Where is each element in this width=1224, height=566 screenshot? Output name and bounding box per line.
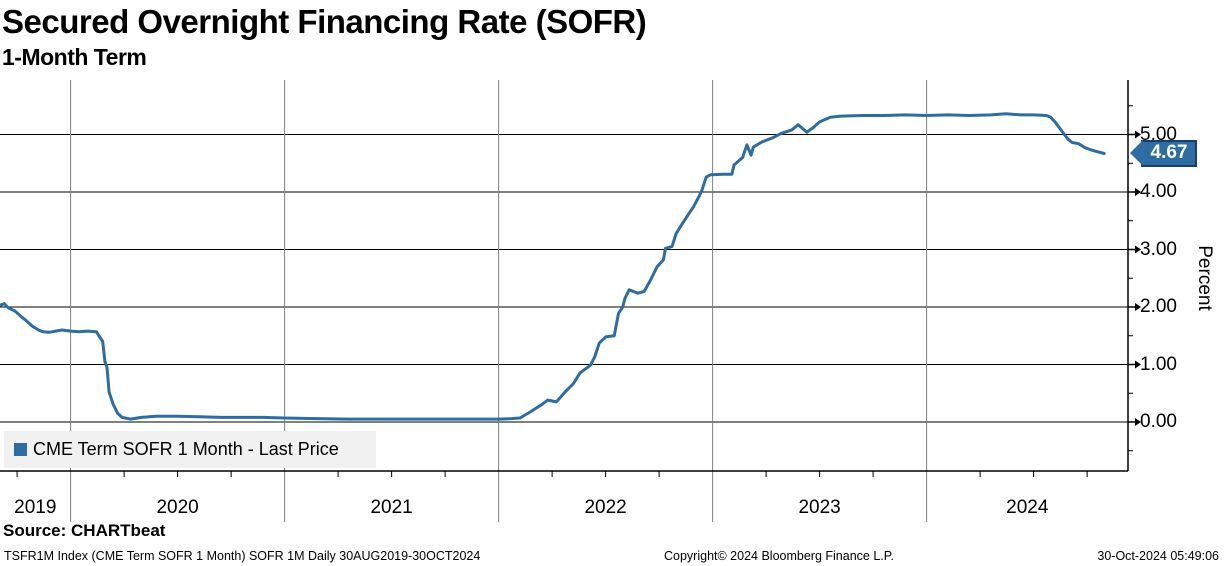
y-axis-tick-label: 0.00 bbox=[1140, 411, 1177, 432]
x-axis-tick-label: 2021 bbox=[370, 497, 413, 518]
x-axis-tick-label: 2019 bbox=[14, 497, 57, 518]
legend-swatch-icon bbox=[14, 443, 27, 456]
y-tick-arrow-icon bbox=[1135, 303, 1141, 311]
footer-copyright: Copyright© 2024 Bloomberg Finance L.P. bbox=[664, 549, 894, 563]
y-tick-arrow-icon bbox=[1135, 188, 1141, 196]
y-axis-title: Percent bbox=[1194, 245, 1215, 311]
y-axis-tick-label: 3.00 bbox=[1140, 238, 1177, 260]
y-tick-arrow-icon bbox=[1135, 130, 1141, 139]
y-tick-arrow-icon bbox=[1135, 245, 1141, 254]
x-axis-tick-label: 2023 bbox=[798, 497, 841, 518]
y-axis-tick-label: 4.00 bbox=[1140, 181, 1177, 202]
x-axis-tick-label: 2024 bbox=[1006, 497, 1049, 518]
page-title: Secured Overnight Financing Rate (SOFR) bbox=[2, 3, 647, 40]
legend-label: CME Term SOFR 1 Month - Last Price bbox=[33, 439, 339, 459]
x-axis-tick-label: 2022 bbox=[584, 497, 627, 518]
page-subtitle: 1-Month Term bbox=[2, 44, 147, 70]
y-axis-tick-label: 1.00 bbox=[1140, 353, 1177, 375]
sofr-price-line bbox=[0, 112, 1106, 421]
y-tick-arrow-icon bbox=[1135, 418, 1141, 426]
footer-timestamp: 30-Oct-2024 05:49:06 bbox=[1097, 549, 1219, 563]
footer-ticker-info: TSFR1M Index (CME Term SOFR 1 Month) SOF… bbox=[4, 549, 481, 563]
x-axis-tick-label: 2020 bbox=[156, 497, 199, 518]
legend: CME Term SOFR 1 Month - Last Price bbox=[4, 431, 376, 468]
last-price-badge: 4.67 bbox=[1141, 139, 1197, 167]
y-tick-arrow-icon bbox=[1135, 360, 1141, 369]
y-axis-tick-label: 2.00 bbox=[1140, 296, 1177, 317]
source-line: Source: CHARTbeat bbox=[3, 521, 166, 540]
